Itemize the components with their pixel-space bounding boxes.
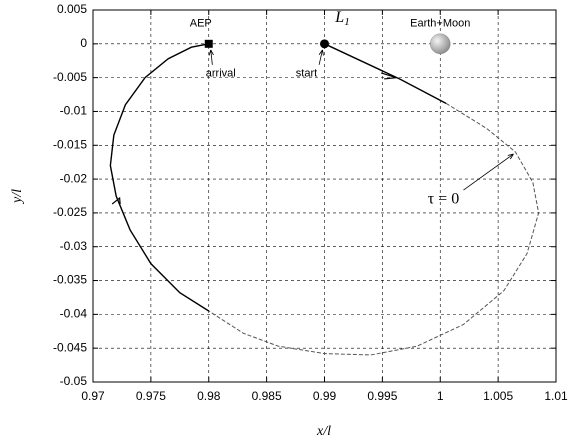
grid [92, 9, 557, 383]
direction-arrow [111, 196, 121, 205]
annotation: τ = 0 [428, 191, 459, 208]
point-label-subscript: 1 [344, 15, 350, 27]
point-note: start [296, 68, 317, 80]
trajectory [324, 43, 447, 104]
direction-arrow [380, 72, 397, 80]
point-label: L1 [334, 8, 349, 27]
y-tick-label: -0.005 [53, 70, 87, 84]
y-tick-label: -0.04 [60, 307, 88, 321]
point-note: arrival [206, 68, 236, 80]
annotation-arrow [463, 154, 513, 191]
x-tick-label: 0.975 [136, 389, 166, 403]
y-tick-label: -0.045 [53, 340, 87, 354]
note-arrow [318, 50, 322, 65]
point-label: Earth+Moon [410, 18, 470, 30]
x-tick-label: 0.97 [81, 389, 105, 403]
y-tick-label: -0.03 [60, 239, 88, 253]
y-tick-label: 0.005 [57, 2, 87, 16]
y-tick-label: -0.05 [60, 374, 88, 388]
point-marker [320, 39, 329, 49]
y-tick-label: -0.025 [53, 205, 87, 219]
x-tick-label: 0.985 [252, 389, 282, 403]
y-tick-label: -0.02 [60, 171, 88, 185]
point-label: AEP [190, 18, 212, 30]
x-tick-label: 1.005 [483, 389, 513, 403]
point-marker [204, 39, 213, 48]
y-tick-label: 0 [80, 36, 87, 50]
point-label-text: L [334, 8, 344, 25]
x-axis-label: x/l [316, 424, 331, 439]
point-marker [430, 33, 451, 55]
y-tick-label: -0.01 [60, 104, 88, 118]
y-tick-label: -0.015 [53, 137, 87, 151]
x-tick-label: 0.99 [313, 389, 337, 403]
x-tick-label: 1.01 [544, 389, 568, 403]
y-tick-label: -0.035 [53, 273, 87, 287]
y-axis-label: y/l [10, 189, 25, 205]
x-tick-label: 0.98 [197, 389, 221, 403]
trajectory [208, 102, 540, 356]
trajectory [109, 43, 210, 312]
x-tick-label: 0.995 [367, 389, 397, 403]
note-arrow [211, 50, 213, 65]
x-tick-label: 1 [437, 389, 444, 403]
